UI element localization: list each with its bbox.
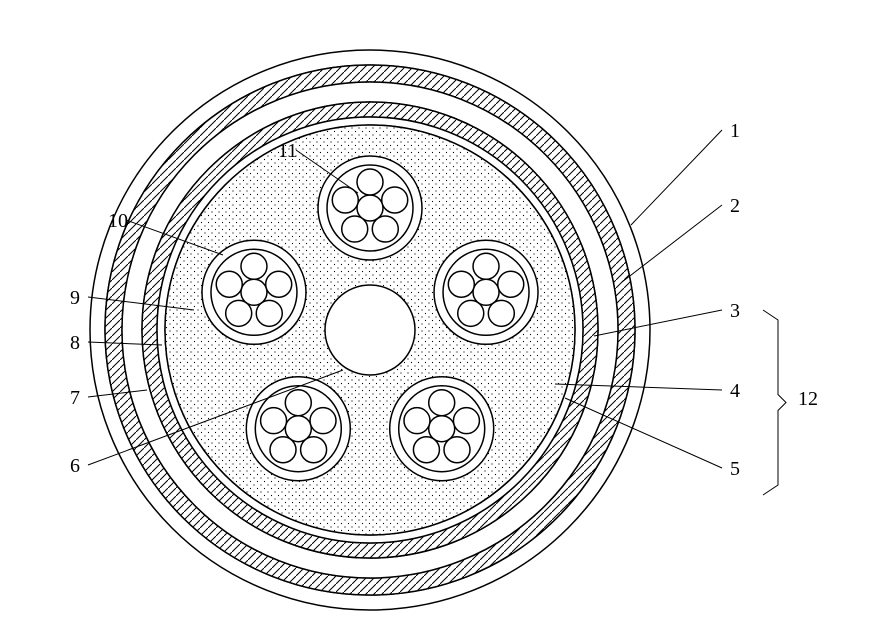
label-8: 8 [70, 332, 80, 354]
bundle-4-wire-1 [266, 271, 292, 297]
label-7: 7 [70, 387, 80, 409]
label-2: 2 [730, 195, 740, 217]
bundle-2-wire-1 [453, 408, 479, 434]
label-9: 9 [70, 287, 80, 309]
core-group [325, 285, 415, 375]
label-10: 10 [108, 210, 128, 232]
center-core [325, 285, 415, 375]
bundle-3-wire-2 [301, 437, 327, 463]
bundle-3-wire-0 [285, 390, 311, 416]
bundle-1-wire-2 [488, 300, 514, 326]
label-4: 4 [730, 380, 740, 402]
bundle-2-wire-0 [429, 390, 455, 416]
bundle-0-wire-2 [372, 216, 398, 242]
label-11: 11 [278, 140, 297, 162]
bundle-1-wire-3 [458, 300, 484, 326]
bundle-0-wire-1 [382, 187, 408, 213]
bundle-1-wire-4 [448, 271, 474, 297]
leader-1 [631, 130, 722, 225]
bundle-4-wire-2 [256, 300, 282, 326]
cable-cross-section-diagram: 123451267891011 [0, 0, 895, 632]
bundle-3-wire-3 [270, 437, 296, 463]
bundle-4-wire-0 [241, 253, 267, 279]
label-6: 6 [70, 455, 80, 477]
label-12: 12 [798, 388, 818, 410]
label-1: 1 [730, 120, 740, 142]
bundle-2-wire-4 [404, 408, 430, 434]
bundle-2-wire-2 [444, 437, 470, 463]
bundle-2-wire-3 [413, 437, 439, 463]
bundle-0-wire-3 [342, 216, 368, 242]
bundle-3-wire-1 [310, 408, 336, 434]
bundle-1-wire-1 [498, 271, 524, 297]
bundle-4-wire-3 [226, 300, 252, 326]
bracket-12 [763, 310, 786, 495]
bundle-4-wire-4 [216, 271, 242, 297]
label-3: 3 [730, 300, 740, 322]
label-5: 5 [730, 458, 740, 480]
bundle-0-wire-0 [357, 169, 383, 195]
bundle-1-wire-0 [473, 253, 499, 279]
bundle-3-wire-4 [261, 408, 287, 434]
